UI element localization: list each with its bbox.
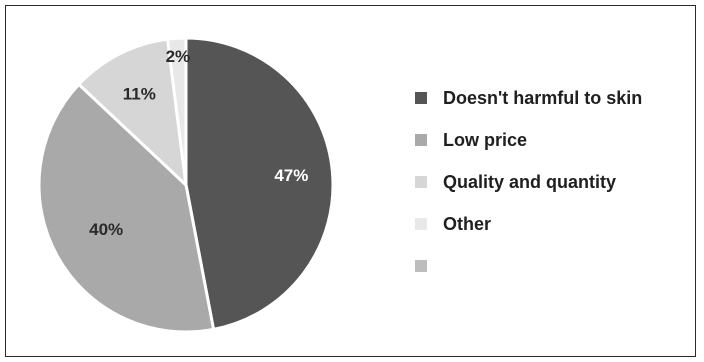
slice-data-label: 11% [123,84,156,103]
legend-label: Doesn't harmful to skin [443,87,643,108]
legend-label: Low price [443,129,528,150]
legend-swatch [415,134,427,146]
slice-data-label: 47% [274,166,308,185]
legend-swatch [415,218,427,230]
legend-item-doesnt-harmful: Doesn't harmful to skin [415,88,695,108]
legend: Doesn't harmful to skin Low price Qualit… [415,88,695,298]
legend-label: Other [443,213,492,234]
pie-slice [184,36,335,331]
pie-slice [77,37,188,187]
legend-swatch [415,260,427,272]
legend-swatch [415,92,427,104]
slice-data-label: 40% [89,220,123,239]
legend-item-quality: Quality and quantity [415,172,695,192]
legend-item-low-price: Low price [415,130,695,150]
pie-slice [37,82,216,334]
pie-slice [166,36,188,187]
slice-data-label: 2% [166,47,191,66]
legend-swatch [415,176,427,188]
legend-item-empty [415,256,695,276]
legend-item-other: Other [415,214,695,234]
legend-label: Quality and quantity [443,171,617,192]
